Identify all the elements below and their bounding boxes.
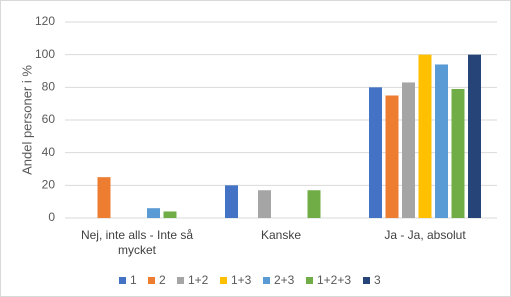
legend-swatch (363, 277, 370, 284)
bar (402, 82, 415, 218)
bar (147, 208, 160, 218)
x-tick-label: Nej, inte alls - Inte så mycket (80, 228, 194, 257)
bar (385, 95, 399, 218)
legend-swatch (263, 277, 270, 284)
legend-label: 1 (130, 273, 137, 287)
legend-swatch (148, 277, 155, 284)
legend-label: 1+3 (231, 273, 252, 287)
y-tick-label: 40 (42, 145, 56, 159)
y-tick-label: 20 (42, 178, 56, 192)
x-tick-label: Ja - Ja, absolut (384, 228, 466, 242)
y-tick-label: 100 (35, 47, 55, 61)
bar (163, 211, 177, 218)
bar (307, 190, 321, 218)
legend-label: 2+3 (274, 273, 295, 287)
legend-swatch (119, 277, 126, 284)
legend-swatch (177, 277, 184, 284)
bar (468, 54, 481, 218)
bar (225, 185, 238, 218)
y-tick-label: 0 (48, 210, 55, 224)
legend-label: 1+2 (188, 273, 209, 287)
legend-label: 1+2+3 (317, 273, 351, 287)
bar (435, 64, 448, 218)
bar (451, 88, 465, 218)
bar (258, 190, 271, 218)
legend-label: 2 (159, 273, 166, 287)
bar (418, 54, 432, 218)
y-tick-label: 120 (35, 14, 55, 28)
y-tick-label: 60 (42, 112, 56, 126)
bar (97, 177, 111, 218)
x-tick-label: Kanske (260, 228, 302, 242)
y-axis-label: Andel personer i % (19, 65, 34, 175)
legend-swatch (220, 277, 227, 284)
legend-label: 3 (374, 273, 381, 287)
y-tick-label: 80 (42, 80, 56, 94)
bar (369, 87, 382, 218)
legend-swatch (306, 277, 313, 284)
